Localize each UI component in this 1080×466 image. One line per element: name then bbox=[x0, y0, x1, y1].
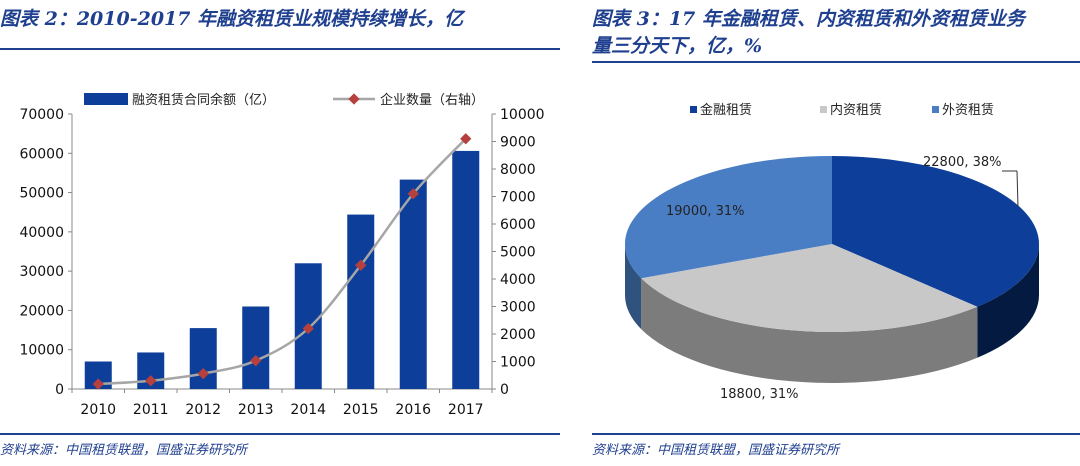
bar-2013 bbox=[242, 306, 270, 389]
legend-label-金融租赁: 金融租赁 bbox=[700, 102, 752, 118]
line-point-2013 bbox=[250, 355, 262, 367]
x-tick-label: 2016 bbox=[395, 402, 431, 418]
line-point-2017 bbox=[460, 133, 472, 145]
slice-金融租赁 bbox=[832, 156, 1040, 307]
pie-leader-金融租赁 bbox=[1016, 170, 1019, 208]
right-y-tick-label: 3000 bbox=[500, 300, 536, 316]
right-source-note: 资料来源：中国租赁联盟，国盛证券研究所 bbox=[592, 443, 840, 458]
bar-2012 bbox=[189, 328, 217, 389]
line-point-2016 bbox=[407, 188, 419, 200]
line-point-2014 bbox=[302, 322, 314, 335]
right-title-rule bbox=[592, 61, 1080, 63]
left-chart-title: 图表 2：2010-2017 年融资租赁业规模持续增长，亿 bbox=[0, 8, 464, 30]
left-y-tick-label: 20000 bbox=[19, 303, 64, 319]
right-chart-title: 图表 3：17 年金融租赁、内资租赁和外资租赁业务 量三分天下，亿，% bbox=[592, 8, 1025, 57]
left-source-note: 资料来源：中国租赁联盟，国盛证券研究所 bbox=[0, 443, 248, 458]
right-y-tick-label: 4000 bbox=[500, 272, 536, 288]
right-source-rule bbox=[592, 433, 1080, 435]
right-y-tick-label: 1000 bbox=[500, 355, 536, 371]
x-tick-label: 2013 bbox=[238, 402, 274, 418]
left-y-tick-label: 60000 bbox=[19, 146, 64, 162]
right-y-tick-label: 6000 bbox=[500, 217, 536, 233]
right-y-tick-label: 2000 bbox=[500, 327, 536, 343]
right-y-tick-label: 10000 bbox=[500, 107, 545, 123]
pie-label-内资租赁: 18800, 31% bbox=[720, 387, 799, 402]
line-point-2012 bbox=[197, 367, 209, 380]
slice-side-内资租赁 bbox=[641, 278, 978, 384]
x-tick-label: 2010 bbox=[80, 402, 116, 418]
right-y-tick-label: 5000 bbox=[500, 245, 536, 261]
left-y-tick-label: 10000 bbox=[19, 343, 64, 359]
right-y-tick-label: 7000 bbox=[500, 190, 536, 206]
line-point-2015 bbox=[355, 259, 367, 271]
left-y-tick-label: 30000 bbox=[19, 264, 64, 280]
legend-line-label: 企业数量（右轴） bbox=[380, 92, 484, 108]
company-count-line bbox=[98, 137, 467, 386]
legend-label-外资租赁: 外资租赁 bbox=[942, 103, 994, 118]
slice-side-金融租赁 bbox=[977, 244, 1039, 358]
pie-chart: 22800, 38% 19000, 31% 18800, 31% 金融租赁 内资租赁 外资… bbox=[624, 102, 1040, 402]
x-tick-label: 2012 bbox=[185, 402, 221, 418]
left-y-tick-label: 50000 bbox=[19, 186, 64, 202]
bar-2017 bbox=[452, 150, 480, 389]
bar-line-chart: 0 10000 20000 30000 40000 50000 60000 70000 0 100… bbox=[19, 92, 545, 418]
line-point-2011 bbox=[145, 375, 157, 387]
legend-bar-label: 融资租赁合同余额（亿） bbox=[132, 92, 275, 108]
legend-swatch-金融租赁 bbox=[690, 106, 697, 113]
legend-bar-swatch bbox=[84, 93, 128, 105]
pie-label-外资租赁: 19000, 31% bbox=[666, 204, 745, 219]
left-y-tick-label: 0 bbox=[55, 382, 64, 398]
left-y-tick-label: 70000 bbox=[19, 107, 64, 123]
right-y-tick-label: 9000 bbox=[500, 135, 536, 151]
slice-内资租赁 bbox=[641, 244, 978, 333]
slice-side-外资租赁 bbox=[625, 244, 642, 330]
right-figure: 图表 3：17 年金融租赁、内资租赁和外资租赁业务 量三分天下，亿，% 2280… bbox=[592, 0, 1080, 466]
legend-line-marker bbox=[348, 93, 360, 105]
legend-swatch-外资租赁 bbox=[932, 106, 939, 113]
x-tick-label: 2017 bbox=[448, 402, 484, 418]
pie-label-金融租赁: 22800, 38% bbox=[923, 155, 1002, 170]
left-source-rule bbox=[0, 433, 560, 435]
legend-swatch-内资租赁 bbox=[820, 106, 827, 113]
bar-2015 bbox=[347, 214, 375, 389]
x-tick-label: 2011 bbox=[133, 402, 169, 418]
left-title-rule bbox=[0, 48, 560, 50]
x-tick-label: 2014 bbox=[290, 402, 326, 418]
bar-2016 bbox=[399, 179, 427, 389]
right-y-tick-label: 0 bbox=[500, 382, 509, 398]
left-figure: 图表 2：2010-2017 年融资租赁业规模持续增长，亿 0 10000 2000… bbox=[0, 8, 560, 458]
legend-label-内资租赁: 内资租赁 bbox=[830, 102, 882, 118]
right-y-tick-label: 8000 bbox=[500, 162, 536, 178]
slice-外资租赁 bbox=[624, 156, 832, 279]
x-tick-label: 2015 bbox=[343, 402, 379, 418]
left-y-tick-label: 40000 bbox=[19, 225, 64, 241]
